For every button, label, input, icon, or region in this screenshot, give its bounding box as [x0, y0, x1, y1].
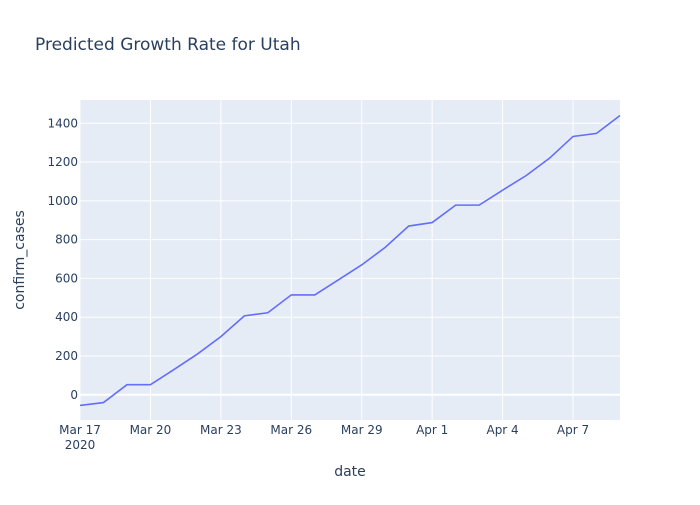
x-tick-label: Mar 29 — [341, 423, 383, 437]
x-tick-label: Mar 20 — [130, 423, 172, 437]
y-tick-label: 0 — [70, 388, 78, 402]
plot-area — [80, 100, 620, 420]
y-axis-label: confirm_cases — [12, 210, 28, 310]
series-line — [79, 114, 621, 407]
x-tick-year: 2020 — [65, 438, 96, 452]
y-tick-label: 200 — [55, 349, 78, 363]
y-tick-label: 1200 — [47, 155, 78, 169]
y-tick-label: 1400 — [47, 116, 78, 130]
x-tick-label: Mar 23 — [200, 423, 242, 437]
y-tick-label: 600 — [55, 271, 78, 285]
x-tick-label: Mar 26 — [270, 423, 312, 437]
y-tick-label: 400 — [55, 310, 78, 324]
x-tick-label: Apr 4 — [486, 423, 518, 437]
x-tick-label: Mar 17 — [59, 423, 101, 437]
x-tick-label: Apr 1 — [416, 423, 448, 437]
chart-title: Predicted Growth Rate for Utah — [35, 35, 301, 55]
x-axis-label: date — [334, 464, 366, 480]
grid — [79, 100, 620, 420]
x-tick-label: Apr 7 — [557, 423, 589, 437]
y-tick-label: 800 — [55, 233, 78, 247]
y-tick-label: 1000 — [47, 194, 78, 208]
